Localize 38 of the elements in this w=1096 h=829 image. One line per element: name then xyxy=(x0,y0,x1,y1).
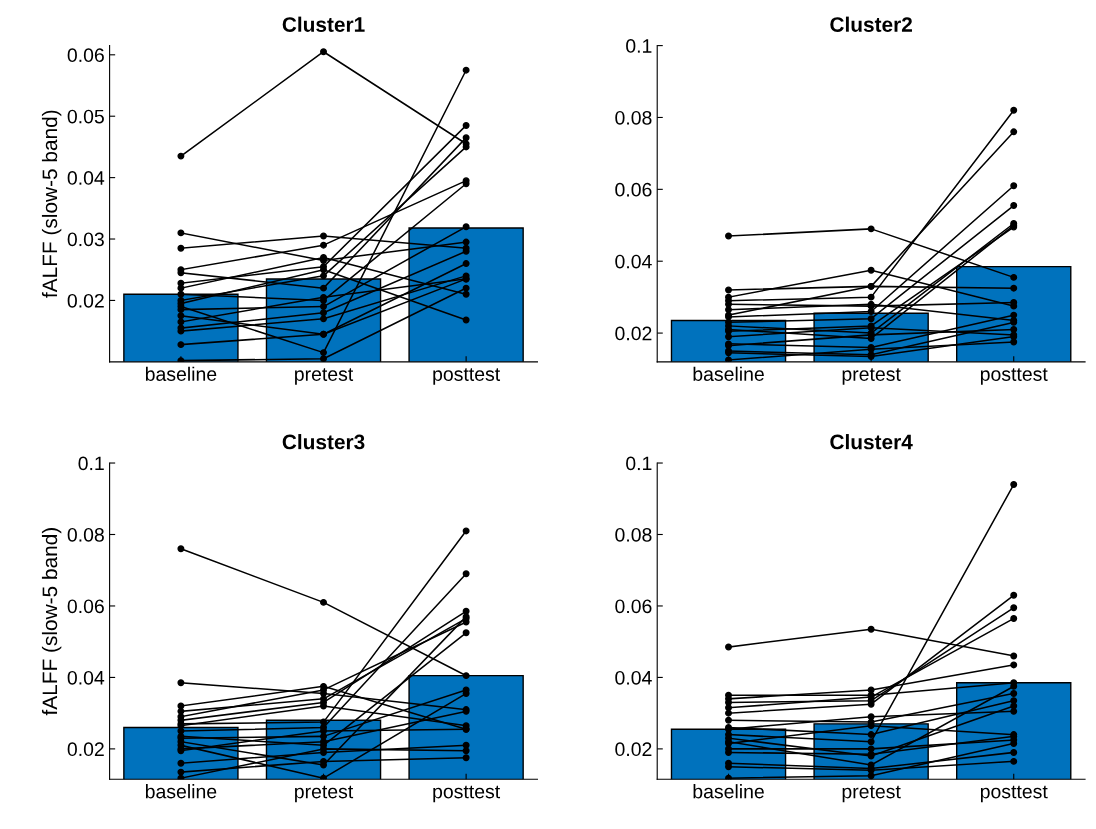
y-tick-label: 0.06 xyxy=(67,48,104,63)
chart-title: Cluster4 xyxy=(830,434,913,450)
y-tick-label: 0.04 xyxy=(615,254,652,269)
x-tick-label: baseline xyxy=(145,366,217,381)
chart-title: Cluster1 xyxy=(282,16,365,32)
x-tick-label: pretest xyxy=(842,785,901,803)
y-tick-label: 0.04 xyxy=(67,670,105,685)
y-tick-label: 0.08 xyxy=(67,527,104,542)
y-tick-label: 0.1 xyxy=(626,456,652,471)
y-tick-label: 0.08 xyxy=(615,110,652,125)
x-tick-label: baseline xyxy=(145,784,217,799)
y-tick-label: 0.1 xyxy=(78,456,104,471)
x-tick-label: pretest xyxy=(842,368,901,385)
y-tick-label: 0.02 xyxy=(67,293,104,308)
y-tick-label: 0.08 xyxy=(615,527,652,542)
y-tick-label: 0.06 xyxy=(67,599,104,614)
x-tick-label: baseline xyxy=(693,366,764,381)
y-tick-label: 0.1 xyxy=(626,39,652,53)
y-axis-title: fALFF (slow-5 band) xyxy=(41,110,62,298)
y-tick-label: 0.02 xyxy=(615,326,652,341)
x-tick-label: posttest xyxy=(980,785,1048,803)
x-tick-label: posttest xyxy=(433,368,501,385)
x-tick-label: pretest xyxy=(295,785,354,803)
y-axis-title: fALFF (slow-5 band) xyxy=(41,528,62,716)
y-tick-label: 0.02 xyxy=(67,742,104,757)
x-tick-label: pretest xyxy=(295,368,354,385)
y-tick-label: 0.05 xyxy=(67,109,104,124)
x-tick-label: posttest xyxy=(433,785,501,803)
y-tick-label: 0.06 xyxy=(615,182,652,197)
y-tick-label: 0.04 xyxy=(67,171,105,185)
y-tick-label: 0.06 xyxy=(615,599,652,614)
chart-title: Cluster3 xyxy=(282,434,365,450)
y-tick-label: 0.03 xyxy=(67,232,104,247)
chart-title: Cluster2 xyxy=(830,16,912,32)
y-tick-label: 0.04 xyxy=(615,670,652,685)
y-tick-label: 0.02 xyxy=(615,742,652,757)
x-tick-label: baseline xyxy=(693,784,764,799)
x-tick-label: posttest xyxy=(980,368,1048,385)
